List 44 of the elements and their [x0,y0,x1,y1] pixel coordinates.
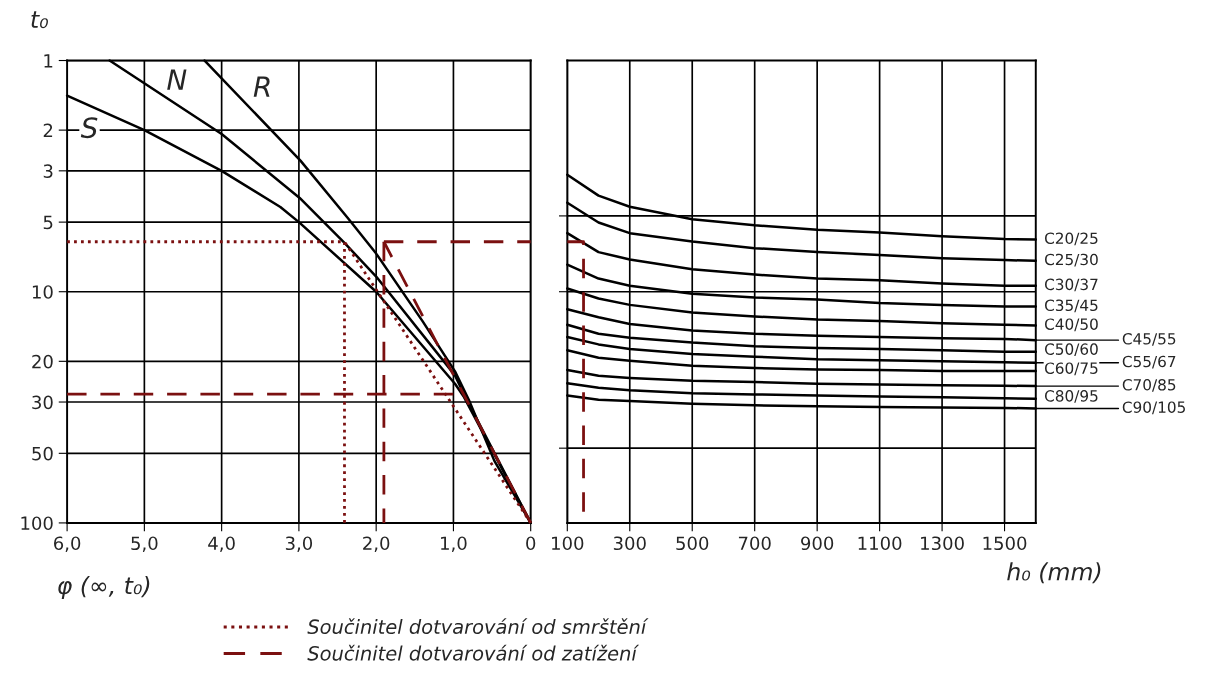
series-label: C50/60 [1044,343,1098,357]
legend-label: Součinitel dotvarování od zatížení [307,644,640,661]
series-label: C60/75 [1044,362,1098,376]
x-tick-label: 1500 [983,536,1027,551]
y-tick-label: 2 [43,123,53,137]
x-tick-label: 100 [552,536,584,551]
series-label: C25/30 [1044,253,1098,267]
x-tick-label: 6,0 [54,536,81,552]
x-tick-label: 1300 [921,536,964,551]
x-axis-title: h₀ (mm) [1007,562,1101,584]
text: C90/105 [1122,401,1185,415]
y-axis-title: t₀ [31,11,49,29]
x-tick-label: 1,0 [441,536,467,552]
x-tick-label: 4,0 [208,536,235,552]
x-tick-label: 5,0 [131,536,158,552]
text: C70/85 [1122,378,1176,392]
x-tick-label: 0 [526,536,536,551]
y-tick-label: 30 [32,395,53,410]
annotation: N [167,69,187,90]
series-label: C20/25 [1044,232,1098,246]
series-label: C35/45 [1044,299,1098,313]
x-tick-label: 1100 [858,536,902,551]
y-tick-label: 20 [32,354,53,369]
series-label: C40/50 [1044,318,1098,332]
x-axis-title: φ (∞, t₀) [58,576,150,599]
y-tick-label: 10 [32,285,53,299]
x-tick-label: 3,0 [285,536,313,552]
series-label: C80/95 [1044,390,1098,403]
series-label: C30/37 [1044,278,1098,292]
x-tick-label: 300 [613,536,646,551]
text: C55/67 [1122,355,1176,369]
annotation: R [253,76,270,97]
y-tick-label: 1 [44,54,53,68]
legend-label: Součinitel dotvarování od smrštění [307,618,649,635]
text: C45/55 [1122,333,1176,346]
x-tick-label: 2,0 [363,536,390,552]
y-tick-label: 3 [43,164,53,178]
x-tick-label: 500 [676,536,709,551]
y-tick-label: 5 [43,215,53,230]
y-tick-label: 50 [32,446,53,461]
annotation: S [80,117,98,139]
x-tick-label: 900 [801,536,834,551]
x-tick-label: 700 [738,536,771,551]
y-tick-label: 100 [21,516,53,531]
